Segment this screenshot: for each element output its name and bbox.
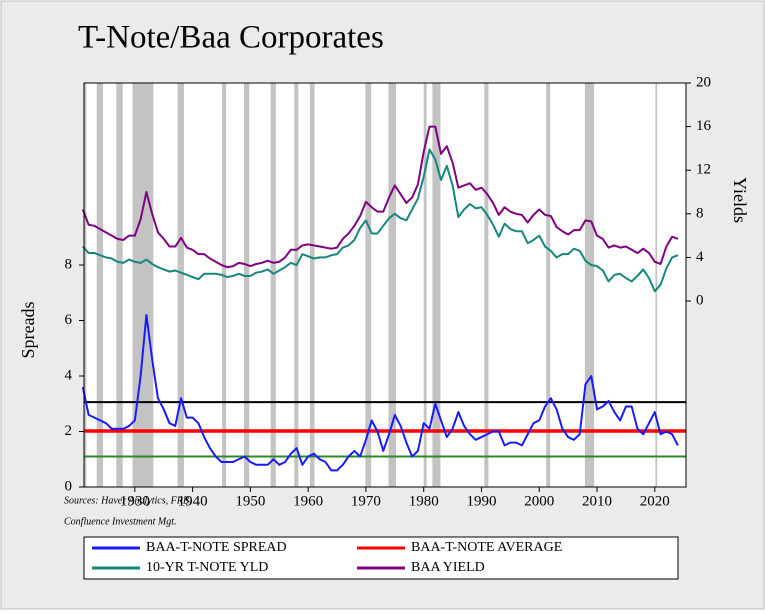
y-axis-label: Spreads: [18, 302, 38, 359]
source-note: Sources: Haver Analytics, FRB,: [64, 495, 191, 506]
series-line: [81, 125, 679, 269]
recession-band: [546, 83, 551, 487]
legend-label: BAA-T-NOTE AVERAGE: [411, 540, 562, 555]
y-tick-label: 0: [65, 478, 73, 494]
y-tick-label: 4: [65, 367, 73, 383]
x-tick-label: 2000: [524, 493, 554, 509]
plot-frame: [83, 82, 687, 488]
recession-band: [116, 83, 123, 487]
y2-tick-label: 12: [696, 162, 711, 178]
recession-band: [432, 83, 441, 487]
y2-axis-label: Yields: [730, 177, 750, 223]
plot-layer: [81, 83, 686, 487]
recession-band: [388, 83, 396, 487]
legend-label: BAA-T-NOTE SPREAD: [146, 540, 287, 555]
legend-box: [83, 536, 679, 580]
recession-band: [484, 83, 489, 487]
legend-label: 10-YR T-NOTE YLD: [146, 560, 268, 575]
recession-band: [309, 83, 315, 487]
x-tick-label: 1950: [235, 493, 265, 509]
recession-band: [244, 83, 250, 487]
recession-band: [84, 83, 87, 487]
recession-band: [423, 83, 427, 487]
y2-tick-label: 20: [696, 74, 711, 90]
y2-tick-label: 0: [696, 292, 704, 308]
x-tick-label: 1970: [351, 493, 381, 509]
chart-title: T-Note/Baa Corporates: [78, 20, 384, 56]
x-tick-label: 2010: [582, 493, 612, 509]
x-tick-label: 1960: [293, 493, 323, 509]
recession-band: [222, 83, 227, 487]
x-tick-label: 1990: [466, 493, 496, 509]
series-line: [81, 313, 679, 472]
recession-band: [96, 83, 104, 487]
x-tick-label: 2020: [640, 493, 670, 509]
legend-label: BAA YIELD: [411, 560, 485, 575]
source-note: Confluence Investment Mgt.: [64, 516, 176, 527]
recession-band: [584, 83, 595, 487]
recession-band: [365, 83, 372, 487]
recession-band: [132, 83, 154, 487]
x-tick-label: 1930: [120, 493, 150, 509]
y2-tick-label: 4: [696, 249, 704, 265]
y-tick-label: 6: [65, 312, 73, 328]
x-tick-label: 1940: [178, 493, 208, 509]
y2-tick-label: 8: [696, 205, 704, 221]
recession-band: [294, 83, 299, 487]
recession-band: [177, 83, 184, 487]
series-line: [82, 148, 679, 293]
y-tick-label: 2: [65, 423, 73, 439]
recession-band: [270, 83, 276, 487]
x-tick-label: 1980: [409, 493, 439, 509]
y2-tick-label: 16: [696, 118, 712, 134]
recession-band: [655, 83, 658, 487]
y-tick-label: 8: [65, 256, 73, 272]
